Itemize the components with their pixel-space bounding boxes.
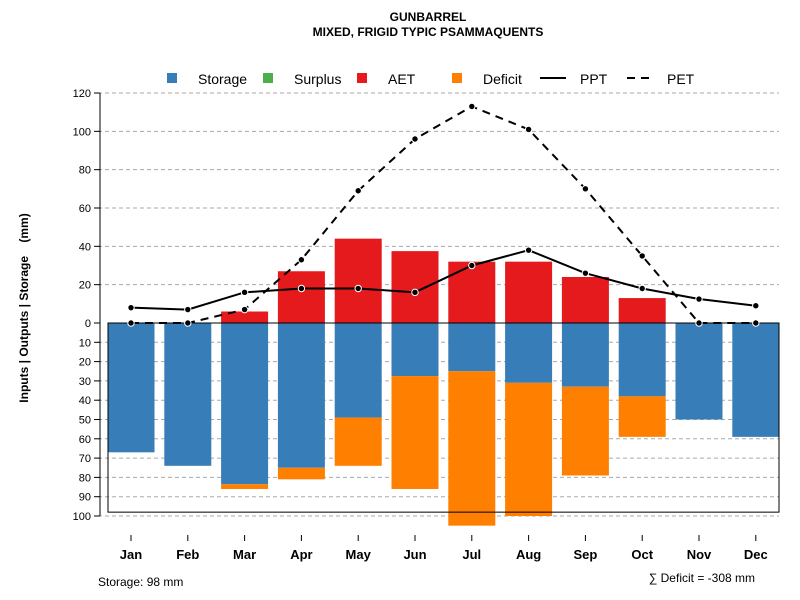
y-tick-label: 10 (79, 337, 91, 349)
ppt-point (581, 269, 590, 277)
aet-bar (448, 261, 496, 323)
y-tick-label: 120 (73, 88, 91, 100)
chart-subtitle: MIXED, FRIGID TYPIC PSAMMAQUENTS (313, 25, 544, 39)
storage-bar (277, 323, 325, 468)
legend-swatch-surplus (263, 73, 273, 83)
legend-label-deficit: Deficit (483, 71, 522, 87)
legend-label-storage: Storage (198, 71, 247, 87)
ppt-point (524, 246, 533, 254)
x-tick-label: May (346, 547, 372, 562)
y-tick-label: 20 (79, 280, 91, 292)
storage-bar (221, 323, 269, 485)
legend-label-pet: PET (667, 71, 695, 87)
storage-bar (107, 323, 155, 453)
pet-point (695, 319, 703, 327)
legend-label-surplus: Surplus (294, 71, 341, 87)
pet-point (752, 319, 760, 327)
x-tick-label: Sep (573, 547, 597, 562)
ppt-point (638, 284, 646, 293)
legend-swatch-aet (357, 73, 367, 83)
chart-title: GUNBARREL (390, 10, 467, 24)
storage-bar (505, 323, 553, 383)
x-tick-label: Jul (462, 547, 481, 562)
ppt-point (297, 284, 306, 293)
ppt-line (130, 249, 756, 311)
y-tick-label: 80 (79, 165, 91, 177)
y-axis-label: Inputs | Outputs | Storage (mm) (17, 213, 31, 402)
footer-storage: Storage: 98 mm (98, 575, 183, 589)
legend-label-aet: AET (388, 71, 416, 87)
legend-label-ppt: PPT (580, 71, 608, 87)
x-tick-label: Feb (176, 547, 199, 562)
pet-point (468, 102, 476, 111)
x-tick-label: Dec (744, 547, 768, 562)
storage-bar (334, 323, 382, 418)
y-tick-label: 30 (79, 376, 91, 388)
y-tick-label: 50 (79, 415, 91, 427)
aet-bar (561, 277, 609, 323)
y-tick-label: 0 (85, 318, 91, 330)
ppt-point (752, 302, 760, 310)
ppt-point (127, 303, 135, 312)
ppt-point (695, 295, 703, 303)
footer-deficit-sum: ∑ Deficit = -308 mm (649, 571, 755, 585)
pet-point (184, 319, 192, 327)
storage-bar (561, 323, 609, 387)
aet-bar (221, 311, 269, 323)
x-tick-label: Jun (403, 547, 426, 562)
pet-point (581, 185, 590, 193)
y-tick-label: 20 (79, 357, 91, 369)
pet-line (131, 105, 756, 324)
storage-bar (164, 323, 212, 466)
y-tick-label: 70 (79, 453, 91, 465)
x-tick-label: Oct (631, 547, 653, 562)
pet-point (524, 125, 533, 134)
aet-bar (334, 238, 382, 323)
deficit-bar (221, 484, 269, 489)
aet-bar (505, 261, 553, 323)
storage-bar (732, 323, 780, 437)
aet-bar (618, 298, 666, 323)
pet-point (240, 305, 249, 314)
y-tick-label: 60 (79, 203, 91, 215)
legend-swatch-deficit (452, 73, 462, 83)
y-tick-label: 60 (79, 434, 91, 446)
pet-point (127, 319, 135, 327)
storage-bar (448, 323, 496, 372)
aet-bar (391, 251, 439, 323)
y-tick-label: 40 (79, 395, 91, 407)
ppt-point (411, 288, 419, 297)
y-tick-label: 100 (73, 511, 91, 523)
storage-bar (618, 323, 666, 397)
deficit-bar (277, 467, 325, 480)
deficit-bar (391, 376, 439, 489)
deficit-bar (505, 382, 553, 516)
deficit-bar (334, 417, 382, 466)
storage-bar (675, 323, 723, 420)
deficit-bar (561, 386, 609, 476)
legend-swatch-storage (167, 73, 177, 83)
y-tick-label: 80 (79, 472, 91, 484)
pet-point (297, 256, 306, 264)
ppt-point (468, 261, 476, 270)
ppt-point (184, 305, 192, 314)
pet-point (411, 135, 419, 143)
deficit-bar (448, 371, 496, 526)
deficit-bar (618, 396, 666, 437)
ppt-point (354, 284, 362, 293)
x-tick-label: Nov (687, 547, 712, 562)
ppt-point (240, 288, 249, 297)
x-tick-label: Apr (290, 547, 312, 562)
storage-bar (391, 323, 439, 377)
y-tick-label: 90 (79, 492, 91, 504)
x-tick-label: Jan (120, 547, 142, 562)
y-tick-label: 40 (79, 241, 91, 253)
y-tick-label: 100 (73, 126, 91, 138)
pet-point (354, 187, 362, 195)
x-tick-label: Mar (233, 547, 256, 562)
pet-point (638, 252, 646, 260)
aet-bar (277, 271, 325, 323)
x-tick-label: Aug (516, 547, 541, 562)
